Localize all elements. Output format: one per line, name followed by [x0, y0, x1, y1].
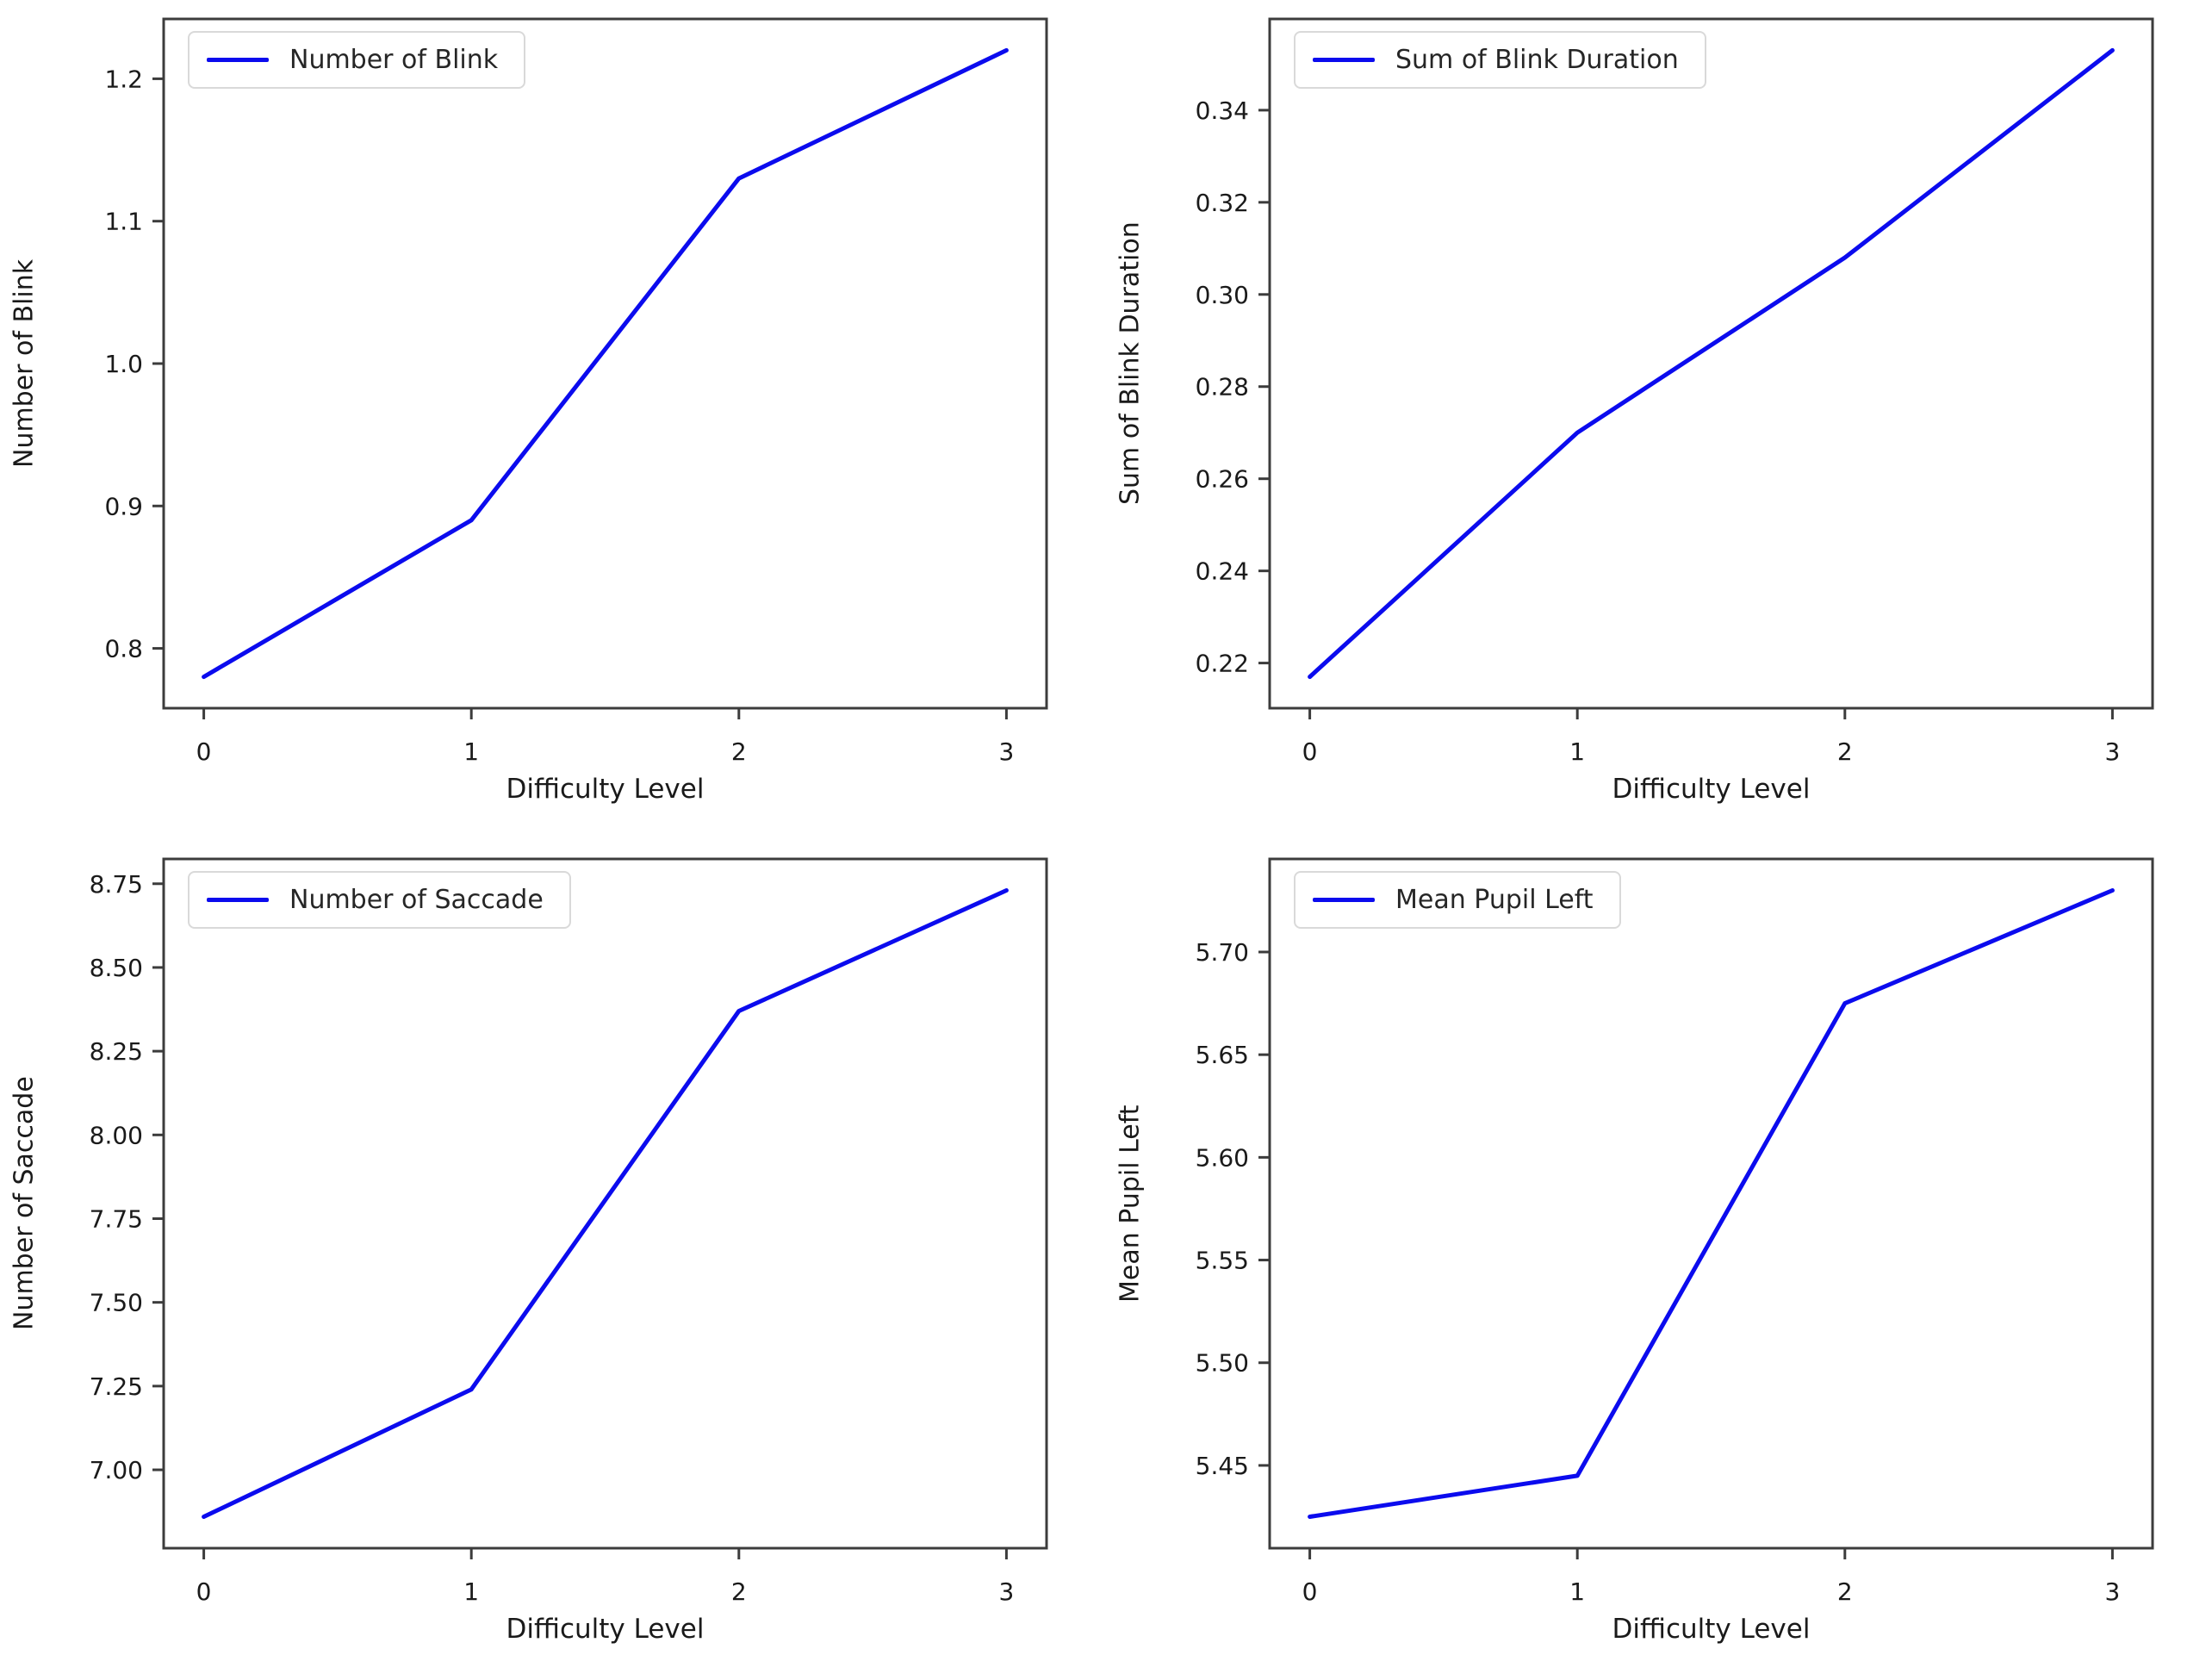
legend-label: Number of Blink — [289, 45, 499, 75]
x-tick-label: 2 — [731, 1577, 747, 1606]
x-tick-label: 0 — [1302, 737, 1318, 766]
y-tick-label: 7.75 — [90, 1204, 143, 1233]
y-axis-label: Number of Saccade — [9, 1076, 40, 1331]
y-tick-label: 1.0 — [104, 350, 143, 378]
x-tick-label: 2 — [731, 737, 747, 766]
y-tick-label: 5.55 — [1196, 1247, 1249, 1275]
plot-border — [1268, 17, 2154, 710]
y-tick-label: 1.2 — [104, 65, 143, 93]
y-tick-label: 0.28 — [1196, 373, 1249, 401]
x-tick-label: 1 — [463, 1577, 479, 1606]
x-axis-label: Difficulty Level — [1612, 1614, 1811, 1645]
x-tick-label: 1 — [463, 737, 479, 766]
y-tick-label: 8.25 — [90, 1037, 143, 1066]
x-tick-label: 2 — [1837, 1577, 1853, 1606]
y-tick-label: 0.30 — [1196, 281, 1249, 309]
legend-label: Sum of Blink Duration — [1395, 45, 1679, 75]
legend: Mean Pupil Left — [1294, 871, 1621, 929]
y-tick-label: 8.75 — [90, 870, 143, 899]
legend-line-swatch — [1313, 58, 1375, 62]
x-tick-label: 2 — [1837, 737, 1853, 766]
y-tick-label: 5.45 — [1196, 1452, 1249, 1480]
chart-mean-pupil-left: Mean Pupil Left 5.45 5.50 5.55 5.60 5.65 5.70… — [1106, 840, 2212, 1680]
chart-number-of-saccade: Number of Saccade 7.00 7.25 7.50 7.75 8.00 8.… — [0, 840, 1106, 1680]
plot-border — [1268, 857, 2154, 1550]
y-tick-label: 0.26 — [1196, 465, 1249, 494]
x-axis-label: Difficulty Level — [506, 774, 705, 805]
x-axis-label: Difficulty Level — [1612, 774, 1811, 805]
y-tick-label: 5.50 — [1196, 1349, 1249, 1378]
y-axis-label: Mean Pupil Left — [1115, 1104, 1146, 1303]
line-plot: 5.45 5.50 5.55 5.60 5.65 5.70 0 1 2 3 — [1196, 857, 2154, 1606]
y-tick-label: 0.22 — [1196, 650, 1249, 678]
y-tick-label: 0.32 — [1196, 189, 1249, 217]
y-tick-label: 8.50 — [90, 954, 143, 982]
x-tick-label: 0 — [1302, 1577, 1318, 1606]
y-axis-label: Sum of Blink Duration — [1115, 221, 1146, 506]
x-tick-label: 0 — [196, 1577, 212, 1606]
line-plot: 7.00 7.25 7.50 7.75 8.00 8.25 8.50 8.75 0 1 2 3 — [90, 857, 1048, 1606]
y-tick-label: 1.1 — [104, 208, 143, 236]
x-tick-label: 3 — [2104, 1577, 2120, 1606]
x-tick-label: 1 — [1569, 1577, 1585, 1606]
chart-number-of-blink: Number of Blink 0.8 0.9 1.0 1.1 1.2 0 1 2 3 Numb… — [0, 0, 1106, 840]
plot-border — [162, 17, 1048, 710]
y-tick-label: 8.00 — [90, 1121, 143, 1149]
y-tick-label: 5.60 — [1196, 1143, 1249, 1172]
plot-border — [162, 857, 1048, 1550]
x-tick-label: 3 — [998, 737, 1014, 766]
x-tick-label: 0 — [196, 737, 212, 766]
y-tick-label: 0.24 — [1196, 557, 1249, 586]
y-tick-label: 7.25 — [90, 1372, 143, 1401]
y-tick-label: 5.70 — [1196, 938, 1249, 967]
legend: Sum of Blink Duration — [1294, 31, 1706, 89]
data-line — [202, 888, 1009, 1519]
legend-line-swatch — [1313, 898, 1375, 902]
data-line — [202, 47, 1009, 680]
y-tick-label: 0.34 — [1196, 96, 1249, 125]
line-plot: 0.22 0.24 0.26 0.28 0.30 0.32 0.34 0 1 2 3 — [1196, 17, 2154, 766]
y-axis-label: Number of Blink — [9, 258, 40, 469]
data-line — [1308, 888, 2115, 1519]
y-tick-label: 5.65 — [1196, 1041, 1249, 1069]
y-tick-label: 7.00 — [90, 1456, 143, 1484]
legend-line-swatch — [207, 898, 269, 902]
legend-line-swatch — [207, 58, 269, 62]
y-tick-label: 0.8 — [104, 635, 143, 663]
data-line — [1308, 47, 2115, 680]
legend: Number of Saccade — [188, 871, 571, 929]
legend: Number of Blink — [188, 31, 526, 89]
x-tick-label: 1 — [1569, 737, 1585, 766]
line-plot: 0.8 0.9 1.0 1.1 1.2 0 1 2 3 — [104, 17, 1048, 766]
legend-label: Mean Pupil Left — [1395, 885, 1594, 915]
chart-sum-of-blink-duration: Sum of Blink Duration 0.22 0.24 0.26 0.28 0.… — [1106, 0, 2212, 840]
y-tick-label: 0.9 — [104, 492, 143, 520]
x-tick-label: 3 — [2104, 737, 2120, 766]
x-tick-label: 3 — [998, 1577, 1014, 1606]
y-tick-label: 7.50 — [90, 1289, 143, 1317]
legend-label: Number of Saccade — [289, 885, 544, 915]
x-axis-label: Difficulty Level — [506, 1614, 705, 1645]
